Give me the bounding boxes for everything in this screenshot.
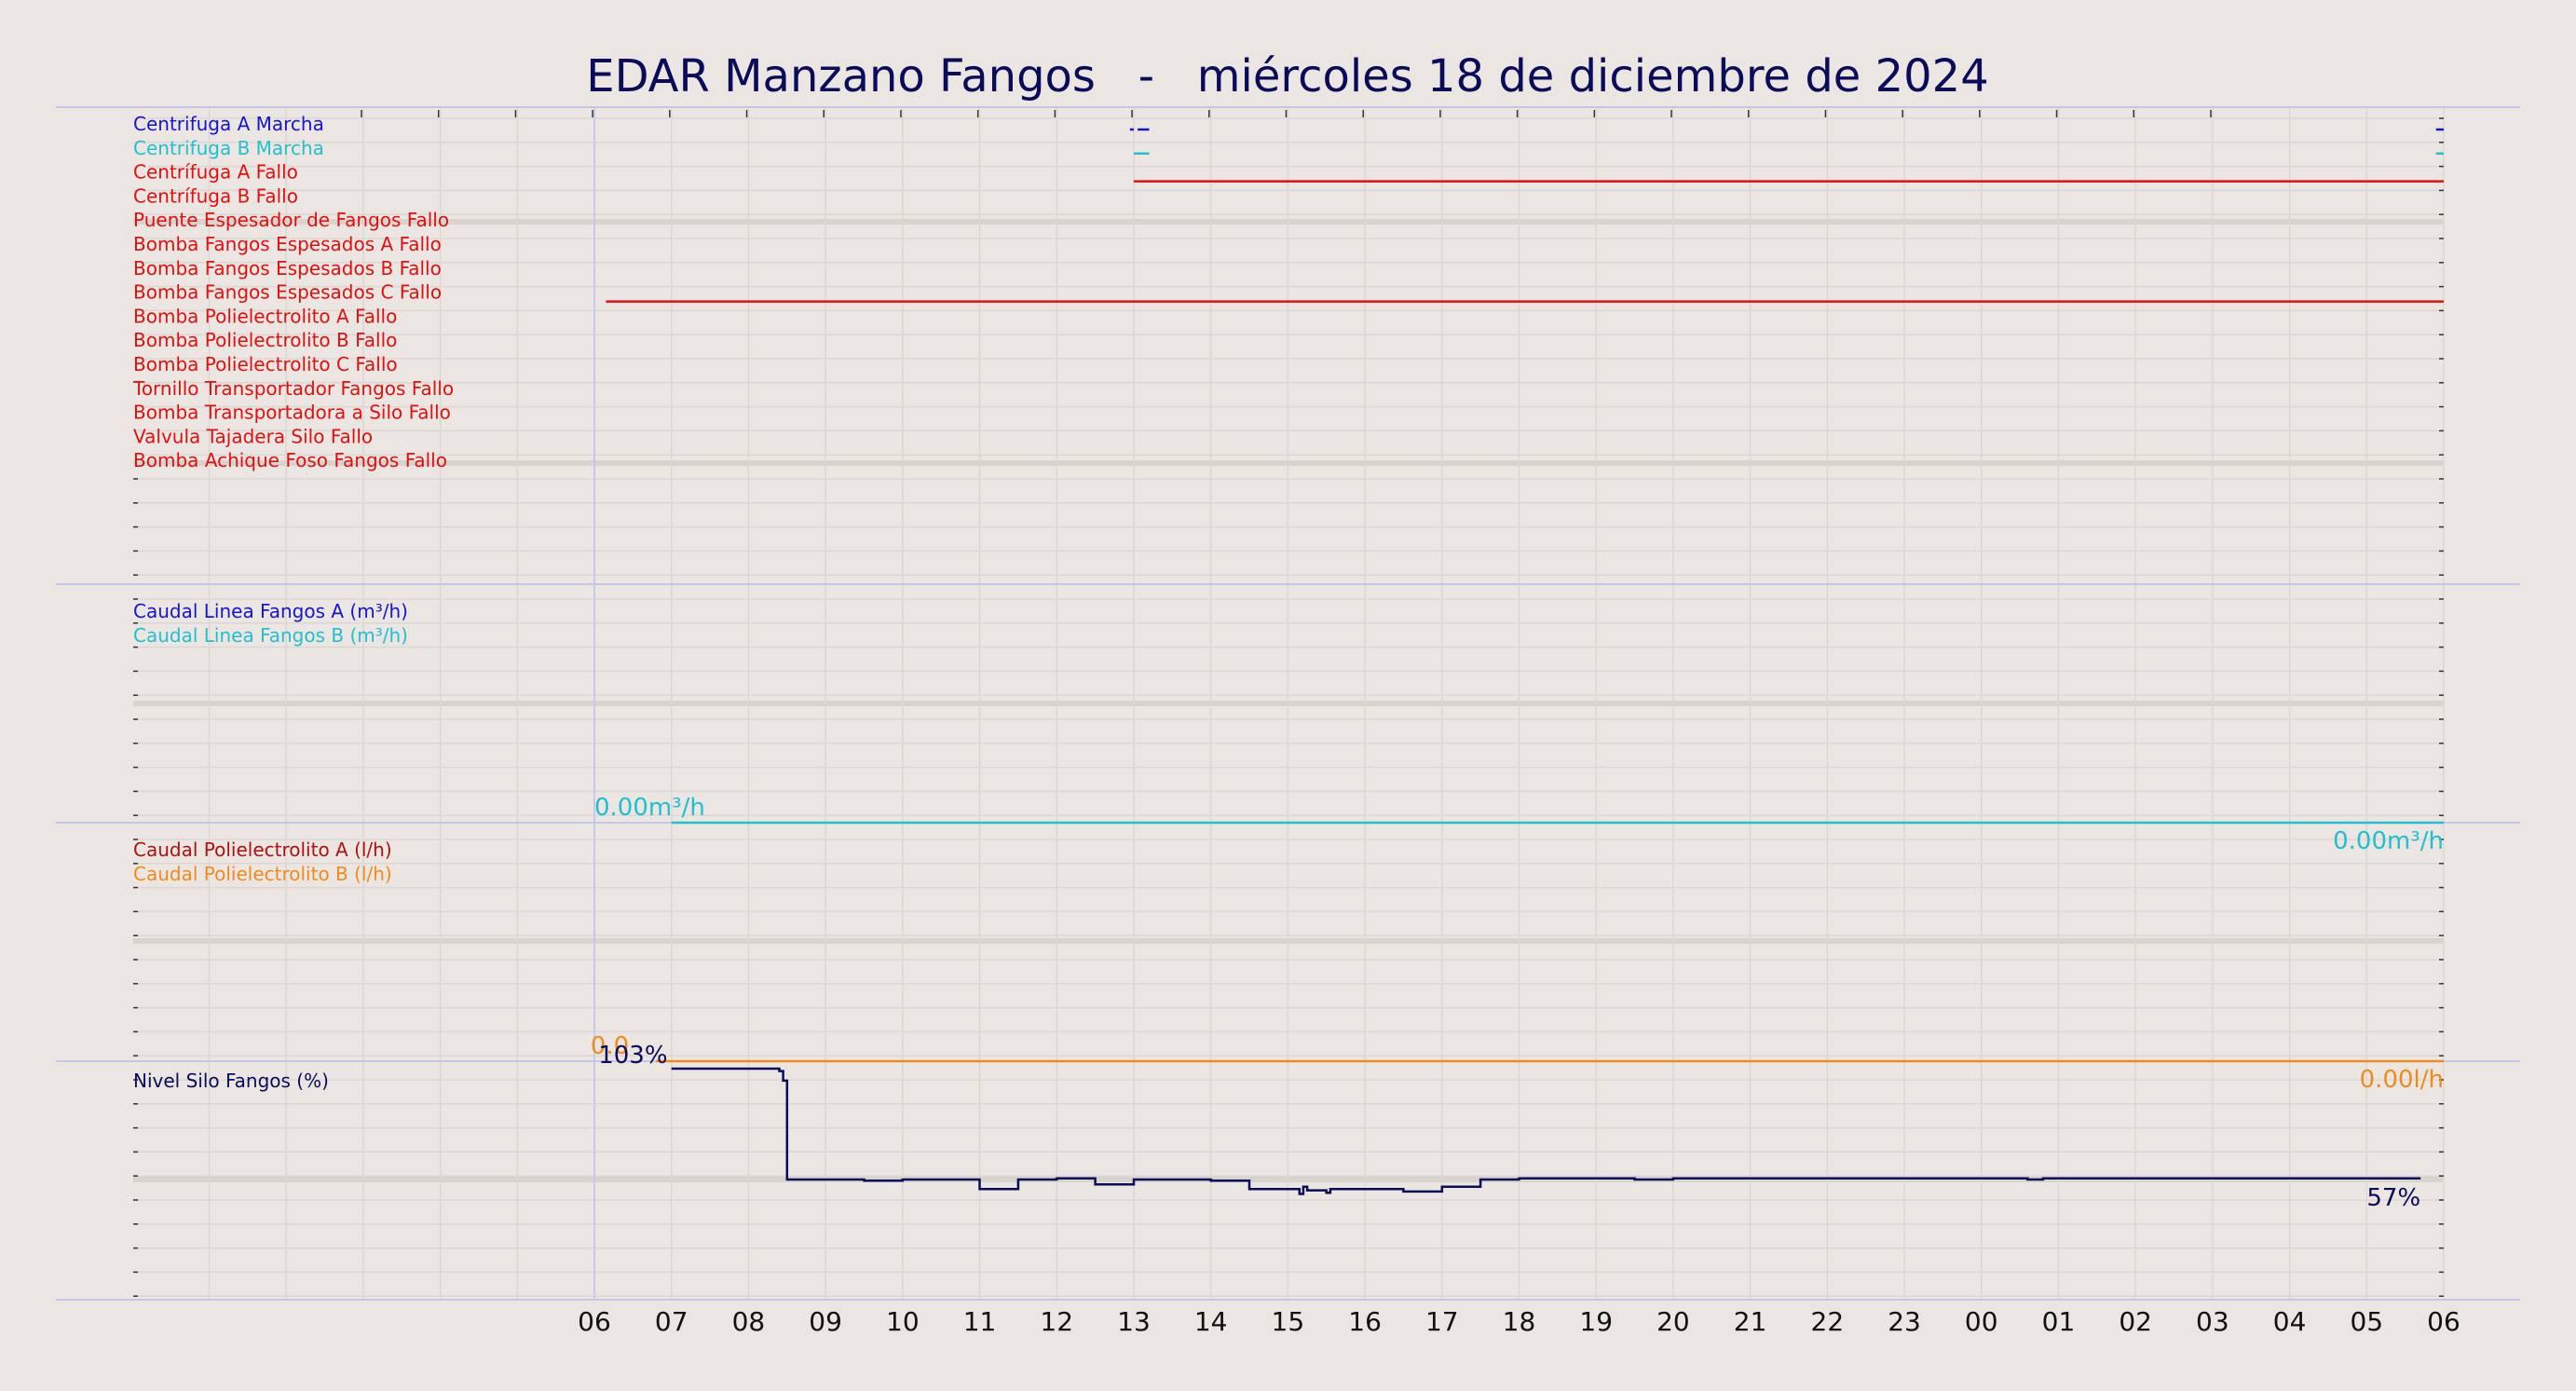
legend-12: Bomba Transportadora a Silo Fallo	[133, 402, 451, 424]
x-tick-label: 13	[1117, 1306, 1151, 1337]
x-tick-label: 11	[963, 1306, 997, 1337]
x-tick-label: 00	[1965, 1306, 1998, 1337]
value-annotation: 0.00m³/h	[594, 794, 705, 822]
legend-0: Centrifuga A Marcha	[133, 113, 324, 135]
legend-1: Centrifuga B Marcha	[133, 137, 324, 159]
x-tick-label: 01	[2042, 1306, 2076, 1337]
x-tick-label: 21	[1734, 1306, 1767, 1337]
legend-caudal-linea-fangos-a-m-h-: Caudal Linea Fangos A (m³/h)	[133, 600, 408, 622]
legend-11: Tornillo Transportador Fangos Fallo	[132, 377, 454, 400]
x-tick-label: 19	[1579, 1306, 1613, 1337]
legend-5: Bomba Fangos Espesados A Fallo	[133, 233, 442, 255]
x-tick-label: 12	[1040, 1306, 1073, 1337]
legend-4: Puente Espesador de Fangos Fallo	[133, 209, 449, 231]
x-tick-label: 08	[732, 1306, 766, 1337]
x-tick-label: 15	[1272, 1306, 1305, 1337]
x-tick-labels: 06 07 08 09 10 11 12 13 14 15 16 17 18 19 20 21 22 23 00 01…	[578, 1306, 2460, 1337]
legend-14: Bomba Achique Foso Fangos Fallo	[133, 449, 447, 471]
legend-nivel-silo: Nivel Silo Fangos (%)	[133, 1070, 329, 1092]
x-tick-label: 20	[1656, 1306, 1690, 1337]
legend-7: Bomba Fangos Espesados C Fallo	[133, 281, 442, 304]
x-tick-label: 17	[1425, 1306, 1459, 1337]
x-tick-label: 09	[809, 1306, 842, 1337]
x-tick-label: 23	[1888, 1306, 1921, 1337]
x-tick-label: 06	[578, 1306, 611, 1337]
x-tick-label: 02	[2119, 1306, 2152, 1337]
chart-title: EDAR Manzano Fangos - miércoles 18 de di…	[586, 50, 1989, 102]
x-tick-label: 03	[2196, 1306, 2229, 1337]
value-annotation: 0.00l/h	[2360, 1066, 2444, 1094]
legend-9: Bomba Polielectrolito B Fallo	[133, 329, 397, 351]
value-annotation: 0.00m³/h	[2333, 827, 2444, 855]
legend-caudal-polielectrolito-b-l-h-: Caudal Polielectrolito B (l/h)	[133, 863, 392, 885]
x-tick-label: 07	[655, 1306, 688, 1337]
x-tick-label: 06	[2427, 1306, 2460, 1337]
x-tick-label: 05	[2350, 1306, 2383, 1337]
legend-caudal-polielectrolito-a-l-h-: Caudal Polielectrolito A (l/h)	[133, 839, 392, 861]
level-annotation: 103%	[598, 1042, 667, 1070]
x-tick-label: 10	[886, 1306, 920, 1337]
legend-2: Centrífuga A Fallo	[133, 161, 298, 184]
legend-caudal-linea-fangos-b-m-h-: Caudal Linea Fangos B (m³/h)	[133, 624, 408, 647]
legend-13: Valvula Tajadera Silo Fallo	[133, 425, 373, 447]
chart-marks	[606, 128, 2444, 1195]
x-tick-label: 18	[1503, 1306, 1536, 1337]
legend-8: Bomba Polielectrolito A Fallo	[133, 305, 397, 327]
x-tick-label: 16	[1348, 1306, 1382, 1337]
value-annotation: 0.0	[591, 1032, 629, 1060]
nivel-silo-line	[671, 1067, 2421, 1195]
x-tick-label: 04	[2273, 1306, 2307, 1337]
level-annotation: 57%	[2366, 1184, 2420, 1212]
legend-10: Bomba Polielectrolito C Fallo	[133, 353, 398, 375]
legend-3: Centrífuga B Fallo	[133, 184, 298, 207]
grid	[133, 107, 2445, 1300]
x-tick-label: 14	[1194, 1306, 1228, 1337]
x-tick-label: 22	[1811, 1306, 1845, 1337]
legend-6: Bomba Fangos Espesados B Fallo	[133, 257, 442, 280]
